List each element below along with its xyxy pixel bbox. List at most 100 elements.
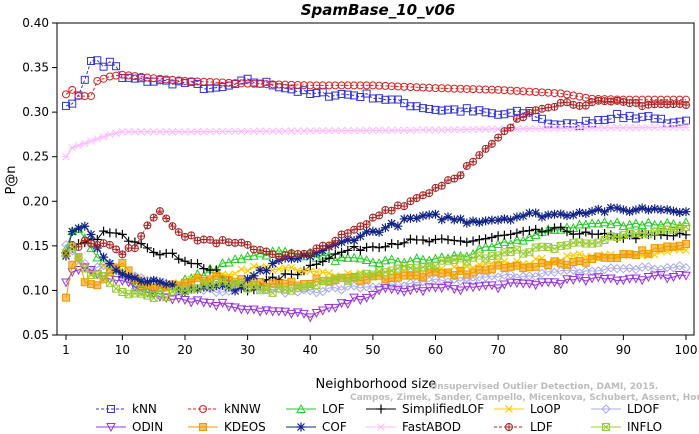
point-fastabod <box>187 127 196 136</box>
point-cof <box>468 216 478 226</box>
point-odin <box>580 277 591 287</box>
point-knnw <box>180 76 189 85</box>
point-lof <box>656 219 666 229</box>
point-cof <box>80 221 90 231</box>
series-fastabod <box>62 123 690 161</box>
point-cof <box>449 215 459 225</box>
point-cof <box>668 206 678 216</box>
point-knn <box>143 77 152 86</box>
point-cof <box>518 211 528 221</box>
legend-item-kdeos: KDEOS <box>188 420 266 434</box>
point-cof <box>124 271 134 281</box>
point-cof <box>380 223 390 233</box>
point-fastabod <box>80 139 89 148</box>
point-cof <box>117 269 127 279</box>
point-knnw <box>218 78 227 87</box>
point-fastabod <box>456 125 465 134</box>
point-simplifiedlof <box>337 247 347 257</box>
point-fastabod <box>663 123 672 132</box>
point-fastabod <box>212 127 221 136</box>
point-ldof <box>393 280 403 290</box>
point-kdeos <box>631 250 640 259</box>
point-knnw <box>425 83 434 92</box>
point-cof <box>562 211 572 221</box>
legend-label: kNNW <box>224 402 261 416</box>
legend-item-lof: LOF <box>286 402 345 416</box>
point-ldf <box>243 240 252 249</box>
point-ldf <box>325 241 334 250</box>
point-knn <box>381 95 390 104</box>
point-cof <box>67 227 77 237</box>
point-knn <box>631 114 640 123</box>
point-simplifiedlof <box>312 259 322 269</box>
point-ldf <box>550 102 559 111</box>
x-tick-label: 1 <box>62 343 70 357</box>
point-odin <box>549 278 560 288</box>
point-simplifiedlof <box>374 243 384 253</box>
point-inflo <box>74 253 83 262</box>
point-cof <box>255 265 265 275</box>
point-loop <box>312 267 321 276</box>
point-ldf <box>375 211 384 220</box>
point-knnw <box>481 85 490 94</box>
point-simplifiedlof <box>142 243 152 253</box>
point-knnw <box>149 74 158 83</box>
legend-swatch-marker <box>199 423 207 431</box>
point-ldf <box>206 235 215 244</box>
point-cof <box>443 212 453 222</box>
point-odin <box>624 274 635 284</box>
point-fastabod <box>531 124 540 133</box>
point-simplifiedlof <box>499 230 509 240</box>
point-odin <box>368 291 378 301</box>
point-knnw <box>174 76 183 85</box>
point-odin <box>543 278 554 288</box>
point-lof <box>493 238 503 248</box>
point-odin <box>537 278 547 288</box>
series-line-knn <box>65 59 687 127</box>
point-odin <box>242 305 253 315</box>
point-knnw <box>556 89 565 98</box>
point-ldf <box>162 214 171 223</box>
point-fastabod <box>444 125 452 134</box>
point-knnw <box>381 81 390 90</box>
point-simplifiedlof <box>481 234 491 244</box>
point-knn <box>325 92 334 101</box>
point-simplifiedlof <box>387 239 397 249</box>
point-odin <box>524 279 535 289</box>
point-knnw <box>262 80 271 89</box>
point-lof <box>342 252 353 262</box>
point-cof <box>374 227 384 237</box>
point-knnw <box>512 86 521 95</box>
legend-swatch-marker <box>106 423 116 433</box>
x-tick-label: 50 <box>365 343 380 357</box>
point-knn <box>368 94 377 103</box>
point-cof <box>161 279 171 289</box>
point-lof <box>487 241 497 251</box>
point-cof <box>418 211 428 221</box>
point-knn <box>93 56 102 65</box>
point-knn <box>487 109 496 118</box>
point-knnw <box>212 78 221 87</box>
point-ldf <box>456 171 465 180</box>
point-ldf <box>400 202 409 211</box>
point-odin <box>361 293 372 303</box>
point-inflo <box>62 249 70 258</box>
point-fastabod <box>450 125 459 134</box>
point-fastabod <box>87 137 95 145</box>
point-knn <box>350 91 359 100</box>
point-ldof <box>543 266 553 277</box>
point-kdeos <box>418 273 427 282</box>
point-knnw <box>444 84 453 93</box>
point-cof <box>499 214 509 224</box>
point-fastabod <box>93 135 102 143</box>
point-knnw <box>105 72 114 81</box>
point-fastabod <box>131 127 139 136</box>
point-knnw <box>469 85 478 94</box>
y-tick-label: 0.05 <box>22 328 49 342</box>
point-odin <box>668 273 679 283</box>
point-simplifiedlof <box>474 235 484 245</box>
point-lof <box>411 253 422 263</box>
point-kdeos <box>450 271 459 280</box>
point-fastabod <box>556 124 565 133</box>
